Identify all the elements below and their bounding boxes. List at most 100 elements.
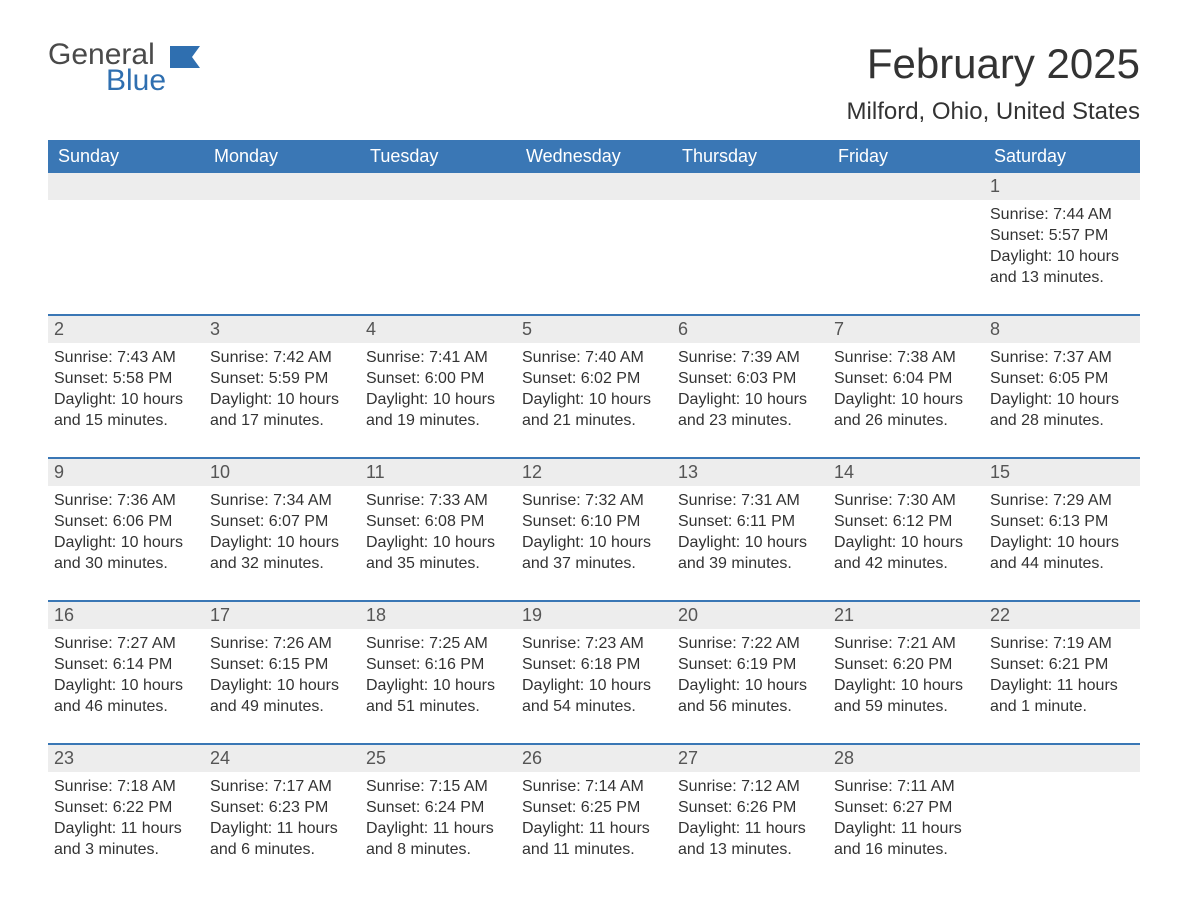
- sunset-text: Sunset: 6:03 PM: [678, 368, 822, 389]
- daylight-text: Daylight: 10 hours and 46 minutes.: [54, 675, 198, 717]
- sunset-text: Sunset: 6:21 PM: [990, 654, 1134, 675]
- day-cell: Sunrise: 7:26 AMSunset: 6:15 PMDaylight:…: [204, 629, 360, 725]
- day-cell: Sunrise: 7:31 AMSunset: 6:11 PMDaylight:…: [672, 486, 828, 582]
- daylight-text: Daylight: 10 hours and 54 minutes.: [522, 675, 666, 717]
- title-block: February 2025 Milford, Ohio, United Stat…: [847, 40, 1140, 126]
- day-number: 28: [828, 745, 984, 772]
- daylight-text: Daylight: 10 hours and 32 minutes.: [210, 532, 354, 574]
- logo: General Blue: [48, 40, 200, 96]
- daylight-text: Daylight: 11 hours and 1 minute.: [990, 675, 1134, 717]
- sunrise-text: Sunrise: 7:42 AM: [210, 347, 354, 368]
- day-cell: Sunrise: 7:14 AMSunset: 6:25 PMDaylight:…: [516, 772, 672, 868]
- sunrise-text: Sunrise: 7:22 AM: [678, 633, 822, 654]
- day-cell: Sunrise: 7:30 AMSunset: 6:12 PMDaylight:…: [828, 486, 984, 582]
- day-cell: [516, 200, 672, 296]
- day-cell: Sunrise: 7:42 AMSunset: 5:59 PMDaylight:…: [204, 343, 360, 439]
- day-cell: Sunrise: 7:29 AMSunset: 6:13 PMDaylight:…: [984, 486, 1140, 582]
- day-cell: Sunrise: 7:33 AMSunset: 6:08 PMDaylight:…: [360, 486, 516, 582]
- sunrise-text: Sunrise: 7:37 AM: [990, 347, 1134, 368]
- sunrise-text: Sunrise: 7:31 AM: [678, 490, 822, 511]
- location: Milford, Ohio, United States: [847, 98, 1140, 126]
- sunrise-text: Sunrise: 7:14 AM: [522, 776, 666, 797]
- day-number: 20: [672, 602, 828, 629]
- day-header-fri: Friday: [828, 140, 984, 173]
- sunrise-text: Sunrise: 7:39 AM: [678, 347, 822, 368]
- day-cell: [828, 200, 984, 296]
- day-header-row: Sunday Monday Tuesday Wednesday Thursday…: [48, 140, 1140, 173]
- sunset-text: Sunset: 6:18 PM: [522, 654, 666, 675]
- logo-text: General Blue: [48, 40, 166, 96]
- calendar: Sunday Monday Tuesday Wednesday Thursday…: [48, 140, 1140, 868]
- day-number: 26: [516, 745, 672, 772]
- day-number: 4: [360, 316, 516, 343]
- day-number: 7: [828, 316, 984, 343]
- daynum-row: 232425262728: [48, 743, 1140, 772]
- sunset-text: Sunset: 6:23 PM: [210, 797, 354, 818]
- daylight-text: Daylight: 10 hours and 28 minutes.: [990, 389, 1134, 431]
- sunrise-text: Sunrise: 7:34 AM: [210, 490, 354, 511]
- sunrise-text: Sunrise: 7:40 AM: [522, 347, 666, 368]
- day-cell: Sunrise: 7:21 AMSunset: 6:20 PMDaylight:…: [828, 629, 984, 725]
- day-number: 25: [360, 745, 516, 772]
- daylight-text: Daylight: 10 hours and 39 minutes.: [678, 532, 822, 574]
- sunrise-text: Sunrise: 7:26 AM: [210, 633, 354, 654]
- sunset-text: Sunset: 5:58 PM: [54, 368, 198, 389]
- sunset-text: Sunset: 6:10 PM: [522, 511, 666, 532]
- day-header-sat: Saturday: [984, 140, 1140, 173]
- sunset-text: Sunset: 6:22 PM: [54, 797, 198, 818]
- day-cell: Sunrise: 7:38 AMSunset: 6:04 PMDaylight:…: [828, 343, 984, 439]
- daylight-text: Daylight: 11 hours and 13 minutes.: [678, 818, 822, 860]
- sunrise-text: Sunrise: 7:43 AM: [54, 347, 198, 368]
- sunset-text: Sunset: 6:19 PM: [678, 654, 822, 675]
- sunset-text: Sunset: 6:08 PM: [366, 511, 510, 532]
- daylight-text: Daylight: 10 hours and 19 minutes.: [366, 389, 510, 431]
- logo-word-blue: Blue: [106, 66, 166, 96]
- sunset-text: Sunset: 6:11 PM: [678, 511, 822, 532]
- sunset-text: Sunset: 6:02 PM: [522, 368, 666, 389]
- week-row: Sunrise: 7:27 AMSunset: 6:14 PMDaylight:…: [48, 629, 1140, 725]
- day-number: [204, 173, 360, 200]
- sunrise-text: Sunrise: 7:17 AM: [210, 776, 354, 797]
- sunset-text: Sunset: 6:00 PM: [366, 368, 510, 389]
- day-header-wed: Wednesday: [516, 140, 672, 173]
- sunset-text: Sunset: 6:26 PM: [678, 797, 822, 818]
- sunrise-text: Sunrise: 7:15 AM: [366, 776, 510, 797]
- day-cell: Sunrise: 7:43 AMSunset: 5:58 PMDaylight:…: [48, 343, 204, 439]
- week-row: Sunrise: 7:44 AMSunset: 5:57 PMDaylight:…: [48, 200, 1140, 296]
- sunrise-text: Sunrise: 7:27 AM: [54, 633, 198, 654]
- sunset-text: Sunset: 5:59 PM: [210, 368, 354, 389]
- day-number: 10: [204, 459, 360, 486]
- daylight-text: Daylight: 10 hours and 37 minutes.: [522, 532, 666, 574]
- daylight-text: Daylight: 10 hours and 42 minutes.: [834, 532, 978, 574]
- day-number: [828, 173, 984, 200]
- day-cell: Sunrise: 7:40 AMSunset: 6:02 PMDaylight:…: [516, 343, 672, 439]
- day-number: 24: [204, 745, 360, 772]
- sunrise-text: Sunrise: 7:25 AM: [366, 633, 510, 654]
- day-cell: Sunrise: 7:25 AMSunset: 6:16 PMDaylight:…: [360, 629, 516, 725]
- sunset-text: Sunset: 6:07 PM: [210, 511, 354, 532]
- week-row: Sunrise: 7:18 AMSunset: 6:22 PMDaylight:…: [48, 772, 1140, 868]
- daylight-text: Daylight: 10 hours and 56 minutes.: [678, 675, 822, 717]
- day-number: 18: [360, 602, 516, 629]
- day-cell: Sunrise: 7:32 AMSunset: 6:10 PMDaylight:…: [516, 486, 672, 582]
- sunrise-text: Sunrise: 7:29 AM: [990, 490, 1134, 511]
- day-cell: Sunrise: 7:44 AMSunset: 5:57 PMDaylight:…: [984, 200, 1140, 296]
- daylight-text: Daylight: 10 hours and 51 minutes.: [366, 675, 510, 717]
- sunrise-text: Sunrise: 7:19 AM: [990, 633, 1134, 654]
- sunset-text: Sunset: 6:27 PM: [834, 797, 978, 818]
- sunset-text: Sunset: 6:13 PM: [990, 511, 1134, 532]
- day-header-thu: Thursday: [672, 140, 828, 173]
- month-title: February 2025: [847, 40, 1140, 88]
- day-number: 8: [984, 316, 1140, 343]
- day-number: 15: [984, 459, 1140, 486]
- sunrise-text: Sunrise: 7:30 AM: [834, 490, 978, 511]
- daylight-text: Daylight: 10 hours and 23 minutes.: [678, 389, 822, 431]
- day-cell: Sunrise: 7:34 AMSunset: 6:07 PMDaylight:…: [204, 486, 360, 582]
- daynum-row: 1: [48, 173, 1140, 200]
- week-row: Sunrise: 7:36 AMSunset: 6:06 PMDaylight:…: [48, 486, 1140, 582]
- sunrise-text: Sunrise: 7:12 AM: [678, 776, 822, 797]
- weeks-container: 1Sunrise: 7:44 AMSunset: 5:57 PMDaylight…: [48, 173, 1140, 868]
- day-cell: [48, 200, 204, 296]
- sunset-text: Sunset: 6:06 PM: [54, 511, 198, 532]
- day-number: [360, 173, 516, 200]
